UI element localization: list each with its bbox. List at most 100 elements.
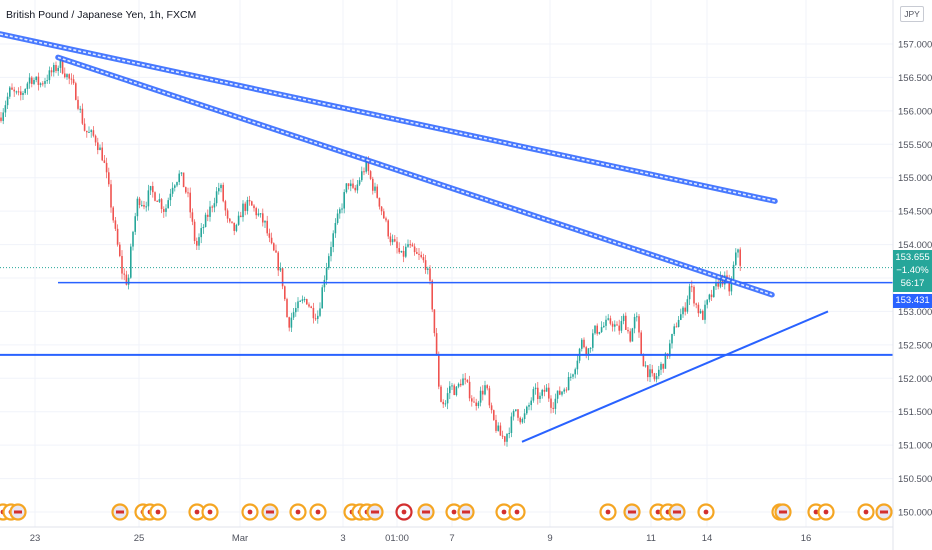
candle-body [651, 369, 653, 374]
candle-body [521, 418, 524, 423]
event-dot-icon [207, 509, 213, 515]
candle-body [620, 321, 623, 331]
candle-body [735, 252, 737, 265]
candle-body [11, 87, 13, 90]
candle-body [493, 410, 495, 420]
candle-body [611, 323, 614, 327]
candle-body [6, 96, 9, 106]
price-tick-label: 153.000 [898, 307, 932, 318]
candle-body [229, 218, 231, 222]
candle-body [332, 233, 334, 247]
candle-body [435, 333, 438, 356]
candle-body [224, 201, 227, 211]
candle-body [625, 315, 627, 330]
candle-body [17, 91, 20, 93]
candle-body [372, 178, 374, 191]
candle-body [167, 200, 169, 209]
candle-body [378, 197, 381, 207]
symbol-title: British Pound / Japanese Yen, 1h, FXCM [6, 9, 197, 21]
candle-body [400, 250, 403, 253]
candle-body [644, 365, 647, 367]
candle-body [383, 211, 385, 219]
candle-body [202, 227, 205, 229]
candle-body [277, 252, 279, 271]
time-tick-label: 7 [449, 533, 454, 544]
candle-body [90, 130, 92, 132]
candle-body [616, 324, 618, 326]
price-tick-label: 154.000 [898, 240, 932, 251]
candle-body [77, 99, 79, 109]
candle-body [358, 180, 361, 185]
candle-body [537, 387, 539, 400]
candle-body [653, 373, 656, 380]
candle-body [592, 333, 594, 348]
candle-body [4, 105, 7, 113]
candle-body [453, 385, 455, 396]
price-tick-label: 150.500 [898, 474, 932, 485]
candle-body [460, 383, 462, 386]
candle-body [517, 409, 519, 418]
candle-body [226, 210, 229, 219]
candle-body [686, 299, 689, 312]
currency-button[interactable]: JPY [900, 6, 924, 22]
event-dot-icon [247, 509, 253, 515]
candle-body [416, 252, 418, 254]
candle-body [352, 183, 354, 188]
candle-body [319, 308, 321, 316]
candle-body [506, 433, 508, 442]
candle-body [413, 246, 416, 253]
candle-body [284, 286, 286, 300]
candle-body [677, 319, 680, 327]
candle-body [499, 425, 502, 436]
candle-body [42, 83, 44, 85]
event-dot-icon [863, 509, 869, 515]
candle-body [132, 231, 134, 247]
candle-body [127, 277, 130, 285]
candle-body [407, 244, 409, 247]
candle-body [504, 436, 506, 442]
candle-body [671, 333, 673, 344]
time-tick-label: 01:00 [385, 533, 409, 544]
event-flag-icon [628, 510, 636, 514]
candle-body [631, 328, 634, 342]
time-tick-label: 16 [801, 533, 812, 544]
candle-body [163, 209, 165, 212]
candle-body [339, 209, 341, 214]
time-tick-label: 11 [646, 533, 656, 544]
price-tick-label: 152.000 [898, 374, 932, 385]
candle-body [675, 326, 678, 328]
event-dot-icon [295, 509, 301, 515]
candle-body [614, 324, 616, 327]
candle-body [209, 206, 211, 217]
candle-body [457, 383, 460, 387]
candles [0, 57, 741, 447]
candle-body [215, 191, 218, 204]
candle-body [39, 83, 42, 85]
candle-body [394, 239, 396, 242]
candle-body [530, 400, 532, 406]
candle-body [242, 203, 244, 218]
candle-body [53, 64, 55, 73]
candle-body [59, 60, 62, 68]
candle-body [15, 91, 18, 93]
candle-body [94, 135, 97, 143]
price-tick-label: 150.000 [898, 508, 932, 519]
candle-body [482, 390, 484, 395]
price-tick-label: 151.000 [898, 441, 932, 452]
candle-body [220, 184, 222, 189]
candle-body [411, 244, 414, 247]
candle-body [693, 286, 695, 304]
candle-body [455, 386, 458, 396]
candle-body [255, 208, 257, 216]
candle-body [143, 204, 145, 207]
candle-body [556, 390, 559, 399]
candle-body [583, 339, 585, 348]
candle-body [697, 304, 700, 314]
candle-body [444, 403, 447, 405]
candle-body [684, 307, 686, 312]
candle-body [61, 60, 64, 74]
candle-body [570, 376, 572, 378]
event-dot-icon [823, 509, 829, 515]
candle-body [361, 171, 363, 181]
